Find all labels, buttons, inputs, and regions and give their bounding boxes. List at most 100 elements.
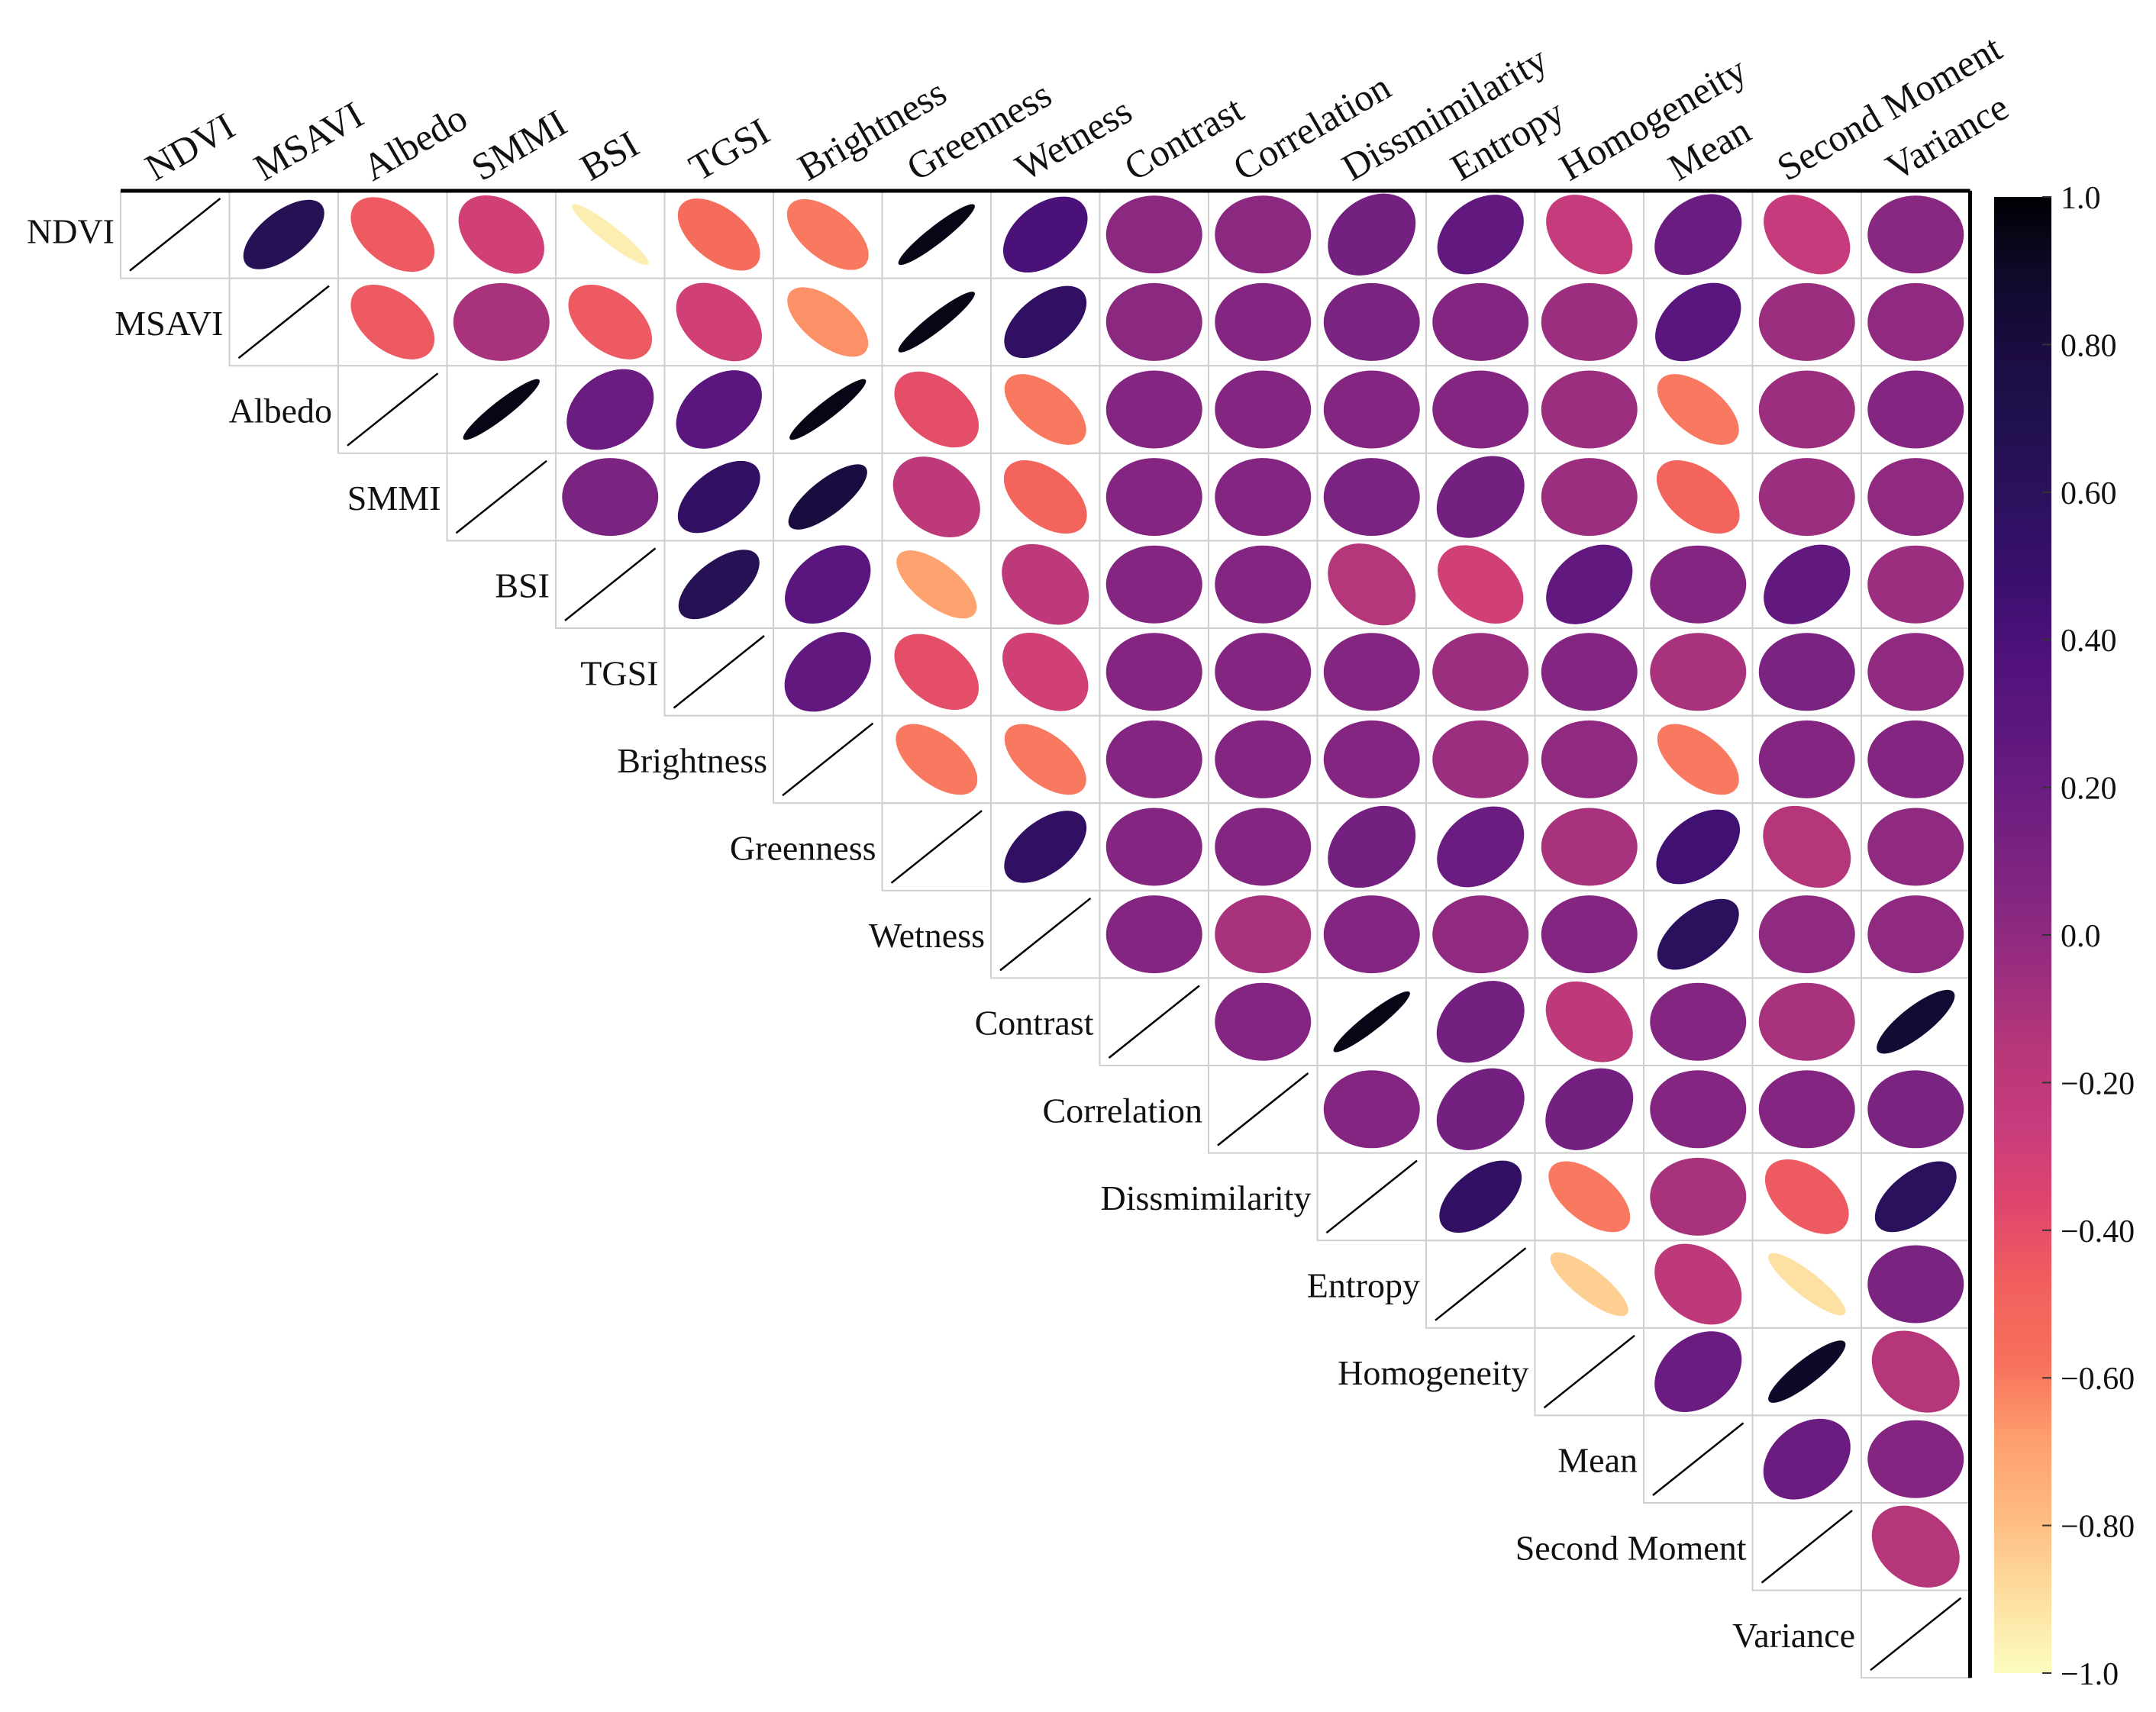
corr-ellipse-brightness-variance	[1867, 720, 1964, 798]
corr-ellipse-wetness-dissmimilarity	[1323, 895, 1420, 974]
corr-ellipse-dissmimilarity-variance	[1874, 1161, 1957, 1233]
corr-ellipse-brightness-correlation	[1215, 720, 1312, 798]
colorbar-tick-label: −0.60	[2061, 1362, 2135, 1397]
corr-ellipse-entropy-variance	[1867, 1245, 1964, 1323]
corr-ellipse-dissmimilarity-second-moment	[1764, 1159, 1849, 1234]
corr-ellipse-bsi-homogeneity	[1546, 544, 1633, 624]
row-label-brightness: Brightness	[617, 741, 767, 780]
corr-ellipse-greenness-contrast	[1105, 808, 1202, 886]
colorbar-tick-label: 0.80	[2061, 328, 2117, 363]
row-label-albedo: Albedo	[229, 392, 332, 430]
corr-ellipse-smmi-entropy	[1436, 456, 1525, 538]
matrix-frame	[121, 189, 1972, 1678]
corr-ellipse-albedo-entropy	[1432, 370, 1529, 449]
corr-ellipse-bsi-brightness	[785, 545, 871, 624]
corr-ellipse-wetness-correlation	[1215, 895, 1312, 974]
row-label-mean: Mean	[1557, 1441, 1638, 1480]
diagonal-mark-entropy	[1435, 1247, 1527, 1321]
row-label-contrast: Contrast	[975, 1004, 1094, 1043]
corr-ellipse-msavi-smmi	[453, 282, 550, 361]
corr-ellipse-tgsi-entropy	[1432, 633, 1529, 711]
corr-ellipse-brightness-homogeneity	[1541, 720, 1638, 798]
row-label-tgsi: TGSI	[580, 653, 658, 692]
corr-ellipse-ndvi-mean	[1654, 194, 1742, 276]
corr-ellipse-contrast-mean	[1650, 982, 1747, 1061]
corr-ellipse-greenness-wetness	[1004, 811, 1087, 883]
corr-ellipse-smmi-second-moment	[1758, 458, 1855, 537]
corr-ellipse-albedo-mean	[1657, 374, 1739, 445]
corr-ellipse-msavi-mean	[1655, 282, 1741, 362]
corr-ellipse-tgsi-greenness	[894, 634, 980, 711]
corr-ellipse-correlation-homogeneity	[1545, 1068, 1634, 1150]
corr-ellipse-msavi-entropy	[1432, 282, 1529, 361]
corr-ellipse-bsi-tgsi	[678, 550, 760, 620]
corr-ellipse-tgsi-wetness	[1002, 632, 1089, 711]
corr-ellipse-smmi-bsi	[562, 458, 659, 537]
corr-ellipse-smmi-variance	[1867, 458, 1964, 537]
corr-ellipse-msavi-tgsi	[676, 282, 762, 362]
corr-ellipse-contrast-entropy	[1436, 981, 1525, 1063]
row-label-homogeneity: Homogeneity	[1338, 1353, 1528, 1392]
diagonal-mark-dissmimilarity	[1325, 1159, 1418, 1234]
corr-ellipse-albedo-second-moment	[1758, 370, 1855, 449]
corr-ellipse-tgsi-brightness	[784, 632, 871, 712]
corr-ellipse-entropy-mean	[1654, 1243, 1742, 1325]
colorbar-tick-label: 0.0	[2061, 919, 2101, 954]
corr-ellipse-smmi-dissmimilarity	[1323, 458, 1420, 537]
corr-ellipse-contrast-second-moment	[1758, 982, 1855, 1061]
row-label-dissmimilarity: Dissmimilarity	[1101, 1178, 1312, 1217]
corr-ellipse-ndvi-bsi	[572, 204, 649, 266]
colorbar-tick-label: 0.40	[2061, 624, 2117, 659]
corr-ellipse-wetness-variance	[1867, 895, 1964, 974]
corr-ellipse-greenness-dissmimilarity	[1328, 805, 1416, 888]
colorbar: 1.0 0.80 0.60 0.40 0.20 0.0 −0.20 −0.40 −0.60 −0.…	[1994, 181, 2135, 1692]
diagonal-mark-mean	[1652, 1422, 1744, 1496]
diagonal-mark-msavi	[237, 285, 330, 359]
corr-ellipse-contrast-correlation	[1215, 982, 1312, 1061]
colorbar-tick-label: 1.0	[2061, 181, 2101, 216]
row-labels: NDVI MSAVI Albedo SMMI BSI TGSI Brightness Gree…	[27, 212, 1855, 1655]
col-label-bsi: BSI	[573, 122, 646, 189]
colorbar-gradient	[1994, 197, 2051, 1673]
corr-ellipse-entropy-homogeneity	[1550, 1252, 1628, 1317]
row-label-wetness: Wetness	[869, 916, 985, 955]
corr-ellipse-tgsi-second-moment	[1758, 633, 1855, 711]
matrix-cells	[129, 193, 1964, 1672]
row-label-greenness: Greenness	[730, 829, 876, 868]
diagonal-mark-variance	[1870, 1597, 1962, 1672]
corr-ellipse-ndvi-second-moment	[1764, 195, 1851, 275]
corr-ellipse-msavi-brightness	[787, 287, 869, 357]
row-label-correlation: Correlation	[1043, 1091, 1203, 1130]
row-label-variance: Variance	[1732, 1616, 1855, 1655]
corr-ellipse-msavi-homogeneity	[1541, 282, 1638, 361]
corr-ellipse-ndvi-wetness	[1002, 196, 1088, 273]
corr-ellipse-wetness-mean	[1657, 898, 1739, 970]
corr-ellipse-bsi-mean	[1650, 545, 1747, 624]
corr-ellipse-greenness-variance	[1867, 808, 1964, 886]
corr-ellipse-albedo-variance	[1867, 370, 1964, 449]
corr-ellipse-bsi-greenness	[896, 550, 977, 619]
corr-ellipse-correlation-dissmimilarity	[1323, 1070, 1420, 1149]
corr-ellipse-msavi-correlation	[1215, 282, 1312, 361]
matrix-grid	[120, 190, 1971, 1679]
corr-ellipse-second-moment-variance	[1871, 1505, 1960, 1588]
corr-ellipse-msavi-variance	[1867, 282, 1964, 361]
corr-ellipse-ndvi-entropy	[1437, 195, 1524, 275]
corr-ellipse-tgsi-variance	[1867, 633, 1964, 711]
corr-ellipse-correlation-entropy	[1436, 1068, 1525, 1150]
corr-ellipse-homogeneity-mean	[1654, 1331, 1742, 1412]
col-label-contrast: Contrast	[1117, 87, 1251, 189]
diagonal-mark-bsi	[564, 547, 657, 621]
corr-ellipse-smmi-homogeneity	[1541, 458, 1638, 537]
corr-ellipse-smmi-correlation	[1215, 458, 1312, 537]
row-label-ndvi: NDVI	[27, 212, 115, 251]
diagonal-mark-second-moment	[1761, 1510, 1853, 1584]
corr-ellipse-contrast-dissmimilarity	[1333, 991, 1410, 1053]
corr-ellipse-ndvi-tgsi	[677, 198, 760, 271]
corr-ellipse-albedo-bsi	[566, 369, 654, 450]
corr-ellipse-bsi-second-moment	[1764, 544, 1851, 624]
corr-ellipse-brightness-wetness	[1004, 724, 1086, 795]
corr-ellipse-brightness-mean	[1657, 724, 1739, 795]
row-label-smmi: SMMI	[347, 479, 441, 517]
